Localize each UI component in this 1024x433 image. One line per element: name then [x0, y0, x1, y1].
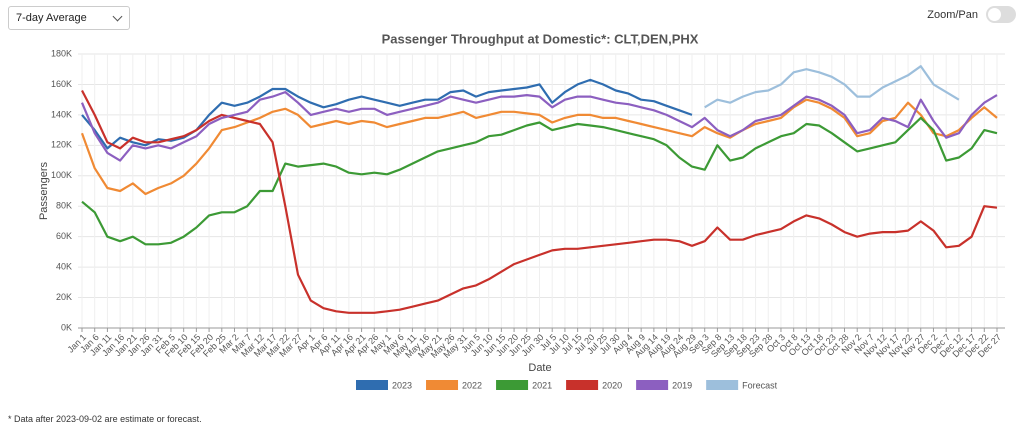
footnote: * Data after 2023-09-02 are estimate or … — [8, 414, 202, 424]
y-axis-title: Passengers — [38, 161, 50, 220]
legend-swatch — [356, 380, 388, 390]
zoom-label: Zoom/Pan — [927, 8, 978, 21]
y-tick-label: 60K — [56, 231, 72, 241]
legend-swatch — [566, 380, 599, 390]
legend-swatch — [636, 380, 669, 390]
legend-label: 2020 — [602, 380, 622, 390]
x-axis-title: Date — [528, 362, 551, 374]
legend-swatch — [426, 380, 459, 390]
legend-swatch — [496, 380, 529, 390]
y-tick-label: 140K — [51, 109, 72, 119]
legend-label: Forecast — [742, 380, 778, 390]
zoom-toggle[interactable] — [986, 6, 1016, 23]
average-select[interactable]: 7-day Average — [8, 6, 130, 30]
y-tick-label: 20K — [56, 292, 72, 302]
average-select-label: 7-day Average — [16, 12, 87, 24]
y-tick-label: 180K — [51, 48, 72, 58]
legend-label: 2019 — [672, 380, 692, 390]
y-tick-label: 160K — [51, 79, 72, 89]
y-tick-label: 0K — [61, 322, 72, 332]
series-line — [80, 91, 998, 162]
legend-label: 2022 — [462, 380, 482, 390]
series-line — [81, 89, 998, 314]
legend-label: 2021 — [532, 380, 552, 390]
chevron — [112, 11, 123, 22]
y-tick-label: 40K — [56, 261, 72, 271]
y-tick-label: 80K — [56, 201, 72, 211]
chart-title: Passenger Throughput at Domestic*: CLT,D… — [382, 31, 699, 46]
series-line — [81, 116, 998, 246]
legend-swatch — [706, 380, 739, 390]
legend-label: 2023 — [392, 380, 412, 390]
zoom-control: Zoom/Pan — [927, 6, 1016, 23]
y-tick-label: 120K — [51, 140, 72, 150]
y-tick-label: 100K — [51, 170, 72, 180]
series-line — [80, 98, 998, 196]
series-line — [704, 65, 960, 109]
series-line — [81, 78, 693, 150]
